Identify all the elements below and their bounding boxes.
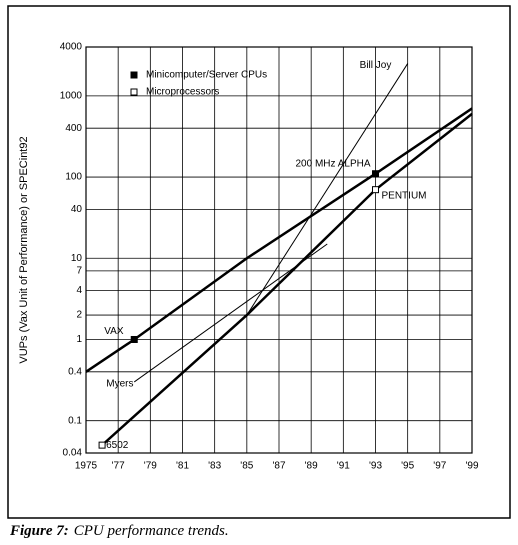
x-tick-label: '99 bbox=[465, 461, 478, 472]
x-tick-label: '85 bbox=[240, 461, 253, 472]
y-tick-label: 0.4 bbox=[68, 366, 82, 377]
x-tick-label: '95 bbox=[401, 461, 414, 472]
marker bbox=[372, 186, 379, 194]
x-tick-label: '91 bbox=[337, 461, 350, 472]
point-label: 6502 bbox=[106, 440, 129, 451]
x-tick-label: '83 bbox=[208, 461, 221, 472]
plot-frame bbox=[85, 46, 473, 454]
caption: Figure 7: CPU performance trends. bbox=[9, 523, 229, 539]
y-tick-label: 400 bbox=[65, 123, 82, 134]
trend-label: Bill Joy bbox=[360, 60, 392, 71]
y-axis-label: VUPs (Vax Unit of Performance) or SPECin… bbox=[18, 136, 30, 363]
x-tick-label: '81 bbox=[176, 461, 189, 472]
y-tick-label: 0.04 bbox=[63, 448, 83, 459]
point-label: PENTIUM bbox=[382, 190, 427, 201]
marker bbox=[372, 170, 379, 178]
y-tick-label: 1000 bbox=[60, 91, 83, 102]
y-tick-label: 40 bbox=[71, 204, 83, 215]
legend-label: Minicomputer/Server CPUs bbox=[146, 70, 267, 81]
x-tick-label: '93 bbox=[369, 461, 382, 472]
y-tick-label: 4000 bbox=[60, 42, 83, 53]
y-tick-label: 7 bbox=[76, 266, 82, 277]
x-tick-label: '79 bbox=[144, 461, 157, 472]
y-tick-label: 100 bbox=[65, 172, 82, 183]
y-tick-label: 4 bbox=[76, 285, 82, 296]
series-line bbox=[101, 112, 473, 447]
y-tick-label: 10 bbox=[71, 253, 83, 264]
y-tick-label: 1 bbox=[76, 334, 82, 345]
x-tick-label: '97 bbox=[433, 461, 446, 472]
legend-marker bbox=[130, 88, 138, 96]
caption-text: CPU performance trends. bbox=[74, 523, 229, 539]
x-tick-label: '89 bbox=[305, 461, 318, 472]
x-tick-label: 1975 bbox=[75, 461, 98, 472]
series-line bbox=[85, 107, 473, 373]
legend-label: Microprocessors bbox=[146, 87, 219, 98]
x-tick-label: '87 bbox=[272, 461, 285, 472]
point-label: VAX bbox=[104, 326, 124, 337]
caption-label: Figure 7: bbox=[9, 523, 69, 539]
frame bbox=[7, 5, 511, 519]
marker bbox=[130, 335, 138, 343]
y-tick-label: 2 bbox=[76, 310, 82, 321]
trend-line bbox=[246, 63, 409, 316]
marker bbox=[98, 441, 106, 449]
trend-label: Myers bbox=[106, 379, 133, 390]
x-tick-label: '77 bbox=[112, 461, 125, 472]
y-tick-label: 0.1 bbox=[68, 415, 82, 426]
legend-marker bbox=[130, 71, 138, 79]
trend-line bbox=[133, 243, 328, 383]
point-label: 200 MHz ALPHA bbox=[296, 158, 371, 169]
